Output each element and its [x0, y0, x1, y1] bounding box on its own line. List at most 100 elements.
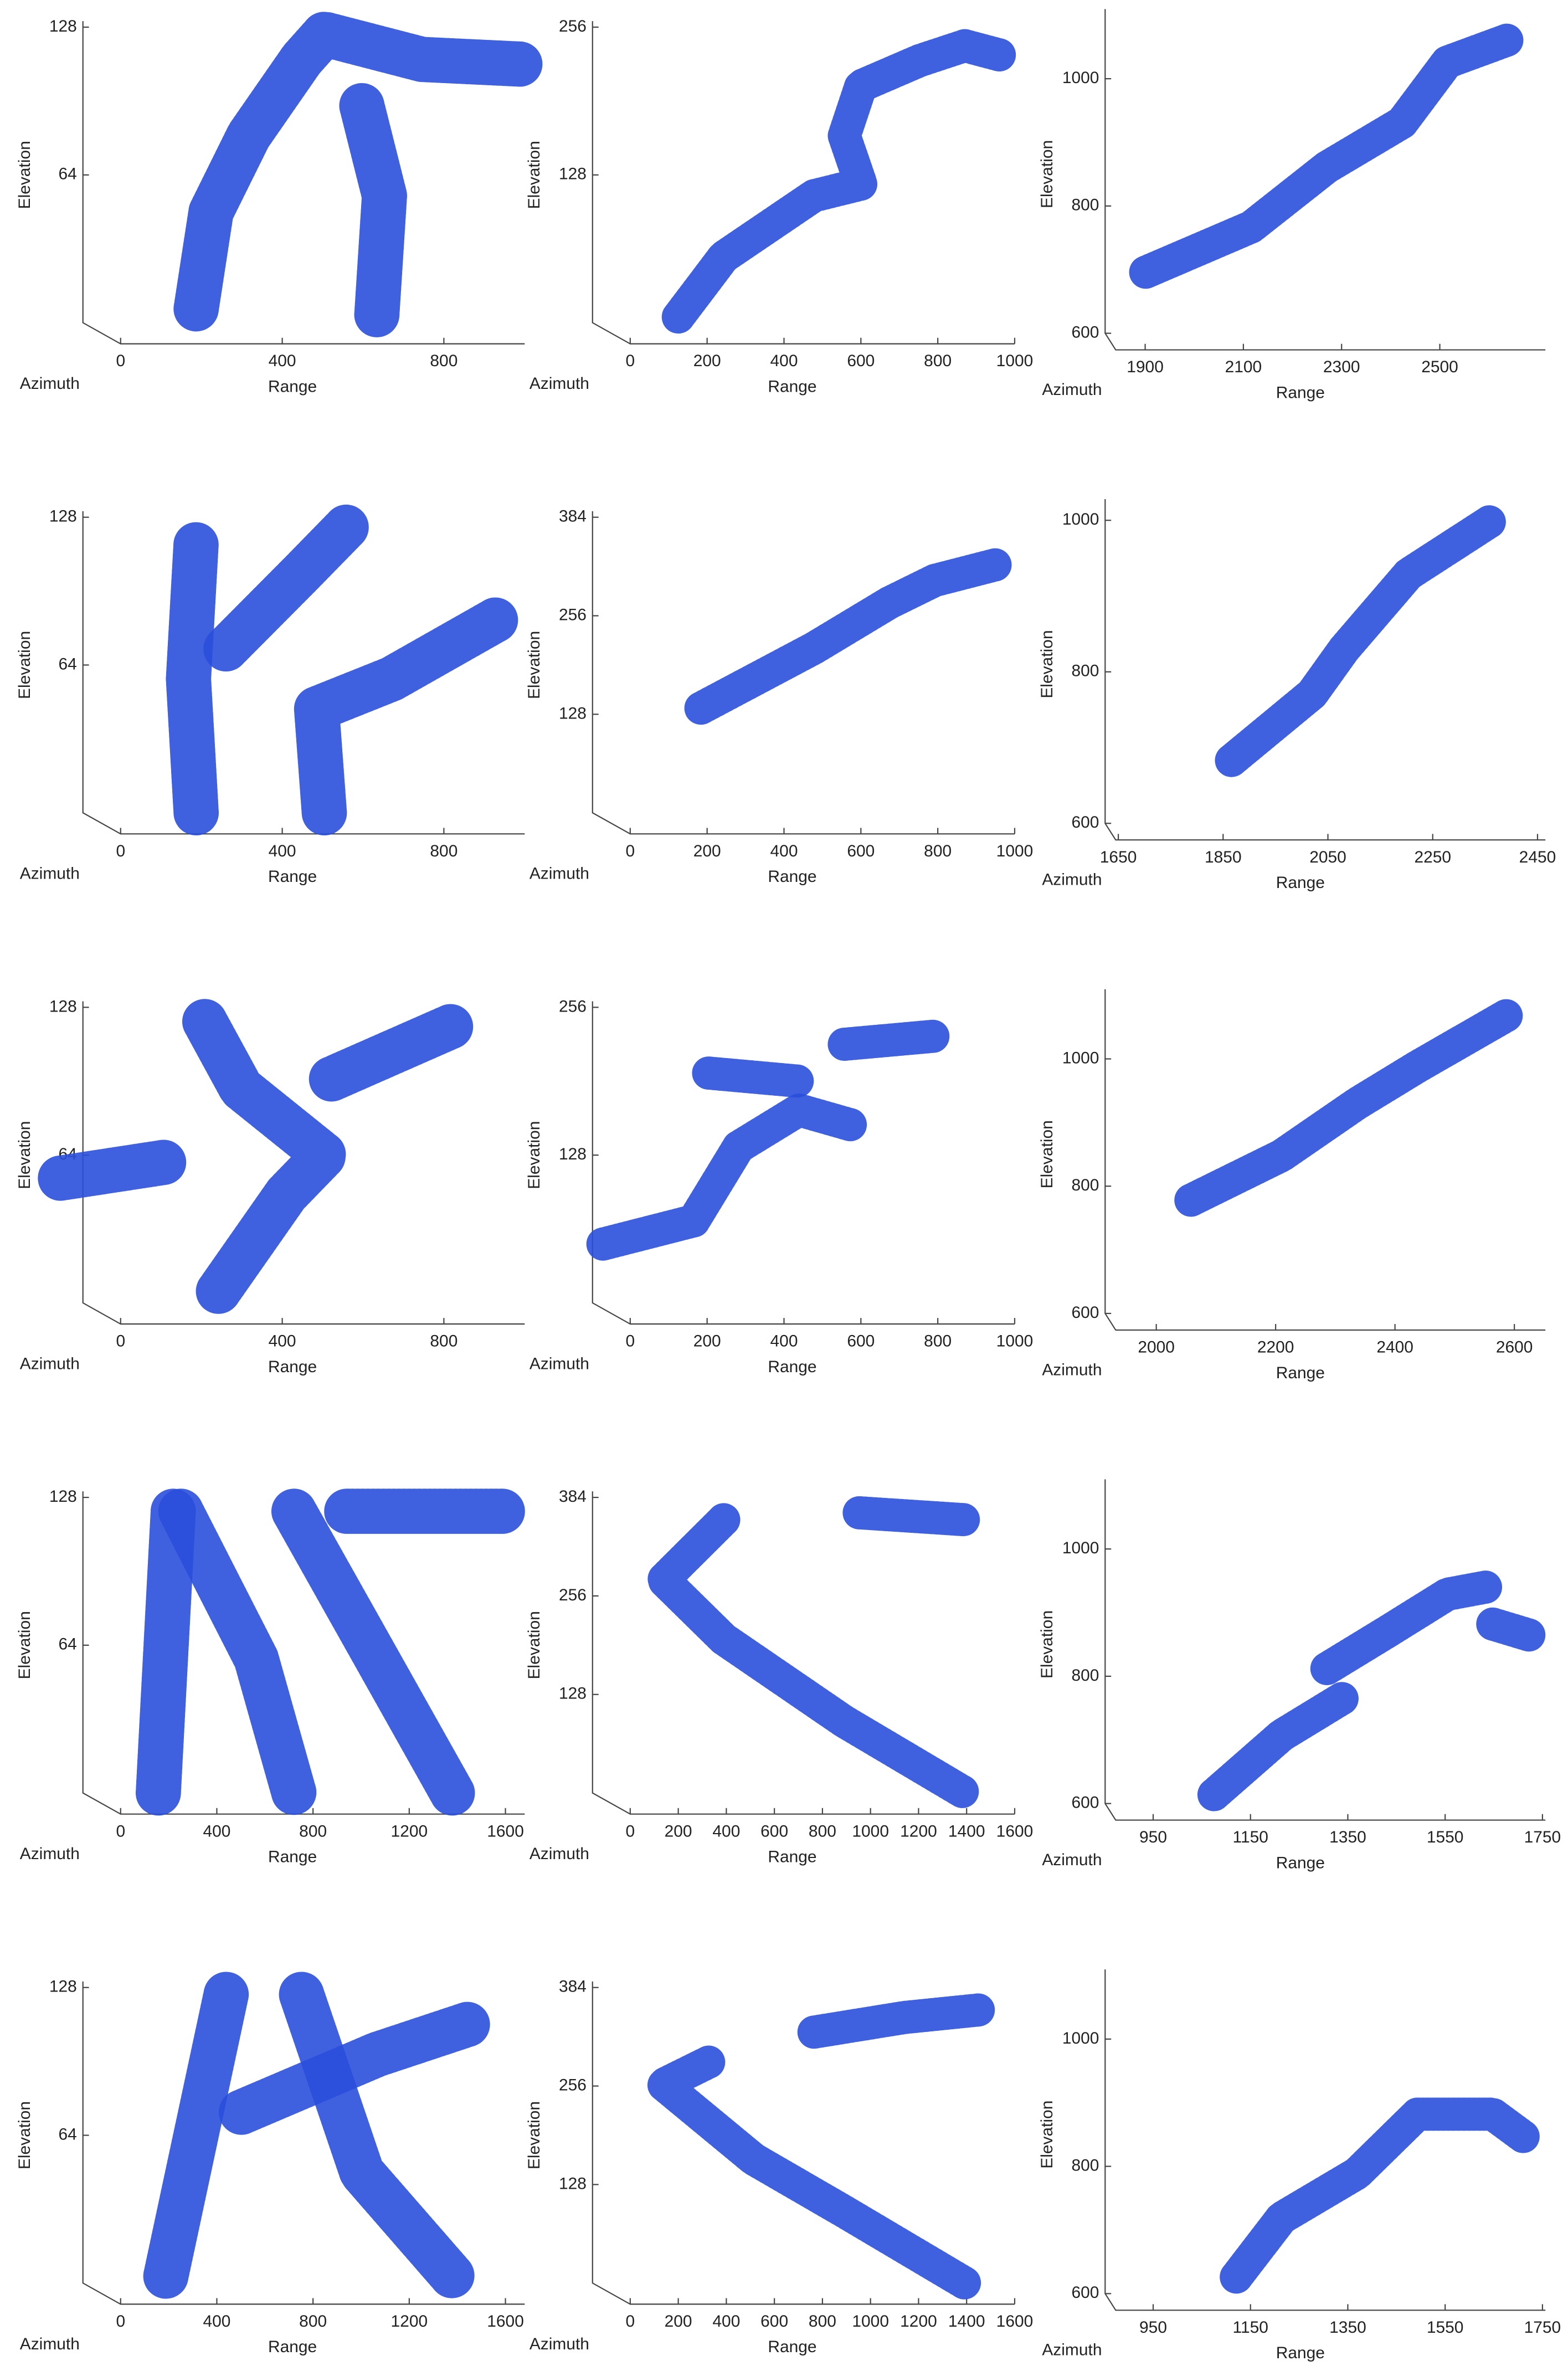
panel: 128 256 0 200 400 600 800 1000 Range Azimuth Eleva…: [525, 997, 1033, 1376]
y-tick-label: 64: [59, 165, 77, 183]
x-tick-label: 1000: [852, 2312, 889, 2331]
x-tick-label: 1350: [1329, 2318, 1366, 2337]
y-axis-label: Elevation: [16, 1611, 34, 1679]
x-tick-label: 0: [116, 1332, 125, 1351]
point-cloud: [1310, 1571, 1503, 1685]
y-tick-label: 256: [559, 997, 587, 1015]
axis-frame: [82, 1491, 525, 1815]
x-tick-label: 600: [760, 2312, 788, 2331]
panel: 128 256 384 0 200 400 600 800 1000 1200 1400 1600 Ra…: [525, 1487, 1033, 1866]
x-tick-label: 600: [847, 842, 875, 860]
x-tick-label: 600: [760, 1822, 788, 1840]
point-cloud: [38, 1139, 189, 1201]
y-tick-label: 800: [1071, 1666, 1099, 1685]
point-cloud: [309, 1003, 475, 1102]
y-tick-label: 600: [1071, 813, 1099, 832]
z-axis-label: Azimuth: [529, 2335, 589, 2353]
axis-frame: [592, 21, 1015, 345]
x-tick-label: 600: [847, 352, 875, 370]
x-tick-label: 0: [626, 2312, 635, 2331]
x-tick-label: 800: [299, 1822, 327, 1840]
y-tick-label: 384: [559, 1978, 587, 1996]
y-axis-label: Elevation: [1038, 140, 1056, 208]
panel: 64 128 0 400 800 Range Azimuth Elevation: [16, 11, 543, 396]
panel: 128 256 384 0 200 400 600 800 1000 1200 1400 1600 Ra…: [525, 1978, 1033, 2357]
y-tick-label: 1000: [1062, 2029, 1099, 2047]
x-axis-label: Range: [1276, 383, 1325, 402]
x-tick-label: 800: [299, 2312, 327, 2331]
axis-frame: [1104, 1479, 1546, 1821]
x-tick-label: 1600: [996, 1822, 1034, 1840]
x-tick-label: 2200: [1257, 1338, 1294, 1356]
x-axis-label: Range: [268, 2338, 317, 2356]
y-axis-label: Elevation: [525, 1121, 543, 1189]
x-tick-label: 1750: [1524, 2318, 1561, 2337]
x-tick-label: 1550: [1427, 1828, 1464, 1846]
x-tick-label: 1000: [996, 352, 1034, 370]
point-cloud: [1476, 1607, 1548, 1652]
z-axis-label: Azimuth: [20, 865, 80, 883]
y-tick-label: 128: [49, 997, 77, 1015]
y-tick-label: 800: [1071, 2156, 1099, 2174]
y-tick-label: 600: [1071, 323, 1099, 341]
x-tick-label: 200: [693, 352, 721, 370]
x-axis-label: Range: [1276, 874, 1325, 892]
z-axis-label: Azimuth: [529, 1354, 589, 1373]
point-cloud: [271, 1489, 475, 1816]
x-tick-label: 400: [770, 352, 798, 370]
x-tick-label: 2500: [1421, 358, 1458, 376]
point-cloud: [842, 1496, 981, 1537]
x-tick-label: 2250: [1414, 848, 1451, 866]
panel: 600 800 1000 1900 2100 2300 2500 Range Azimuth El…: [1038, 9, 1546, 402]
axis-frame: [82, 1981, 525, 2305]
axis-frame: [1104, 1969, 1546, 2311]
x-axis-label: Range: [1276, 1854, 1325, 1872]
point-cloud: [661, 29, 1016, 334]
z-axis-label: Azimuth: [1042, 1361, 1102, 1379]
y-axis-label: Elevation: [525, 141, 543, 209]
x-axis-label: Range: [1276, 2344, 1325, 2362]
x-tick-label: 400: [269, 1332, 296, 1351]
x-tick-label: 400: [269, 352, 296, 370]
point-cloud: [646, 1503, 981, 1810]
y-tick-label: 600: [1071, 2283, 1099, 2302]
x-tick-label: 200: [665, 2312, 692, 2331]
point-cloud: [646, 2045, 981, 2300]
x-tick-label: 1150: [1233, 1828, 1268, 1846]
z-axis-label: Azimuth: [20, 1354, 80, 1373]
point-cloud: [218, 2001, 490, 2135]
z-axis-label: Azimuth: [1042, 2341, 1102, 2359]
y-axis-label: Elevation: [525, 1611, 543, 1679]
y-tick-label: 800: [1071, 662, 1099, 680]
y-tick-label: 128: [49, 1978, 77, 1996]
y-tick-label: 64: [59, 655, 77, 673]
y-tick-label: 128: [559, 704, 587, 722]
point-cloud: [143, 1972, 249, 2299]
y-axis-label: Elevation: [525, 2101, 543, 2169]
y-tick-label: 1000: [1062, 69, 1099, 87]
y-tick-label: 1000: [1062, 1539, 1099, 1557]
point-cloud: [1220, 2097, 1540, 2294]
x-tick-label: 200: [693, 842, 721, 860]
x-tick-label: 400: [712, 2312, 740, 2331]
x-tick-label: 1550: [1427, 2318, 1464, 2337]
x-tick-label: 800: [924, 352, 952, 370]
point-cloud: [173, 11, 543, 332]
x-tick-label: 1000: [996, 1332, 1034, 1351]
x-tick-label: 1000: [996, 842, 1034, 860]
point-cloud: [181, 996, 347, 1314]
point-cloud: [1129, 23, 1524, 289]
point-cloud: [294, 596, 521, 836]
point-cloud: [158, 1489, 317, 1816]
x-tick-label: 1150: [1233, 2318, 1268, 2337]
point-cloud: [339, 83, 407, 338]
axis-frame: [1104, 499, 1546, 841]
x-tick-label: 1000: [852, 1822, 889, 1840]
x-tick-label: 800: [924, 1332, 952, 1351]
panel: 64 128 0 400 800 1200 1600 Range Azimuth Elevatio…: [16, 1972, 525, 2356]
z-axis-label: Azimuth: [20, 2335, 80, 2353]
y-tick-label: 128: [49, 507, 77, 526]
y-tick-label: 384: [559, 1487, 587, 1506]
x-tick-label: 400: [712, 1822, 740, 1840]
